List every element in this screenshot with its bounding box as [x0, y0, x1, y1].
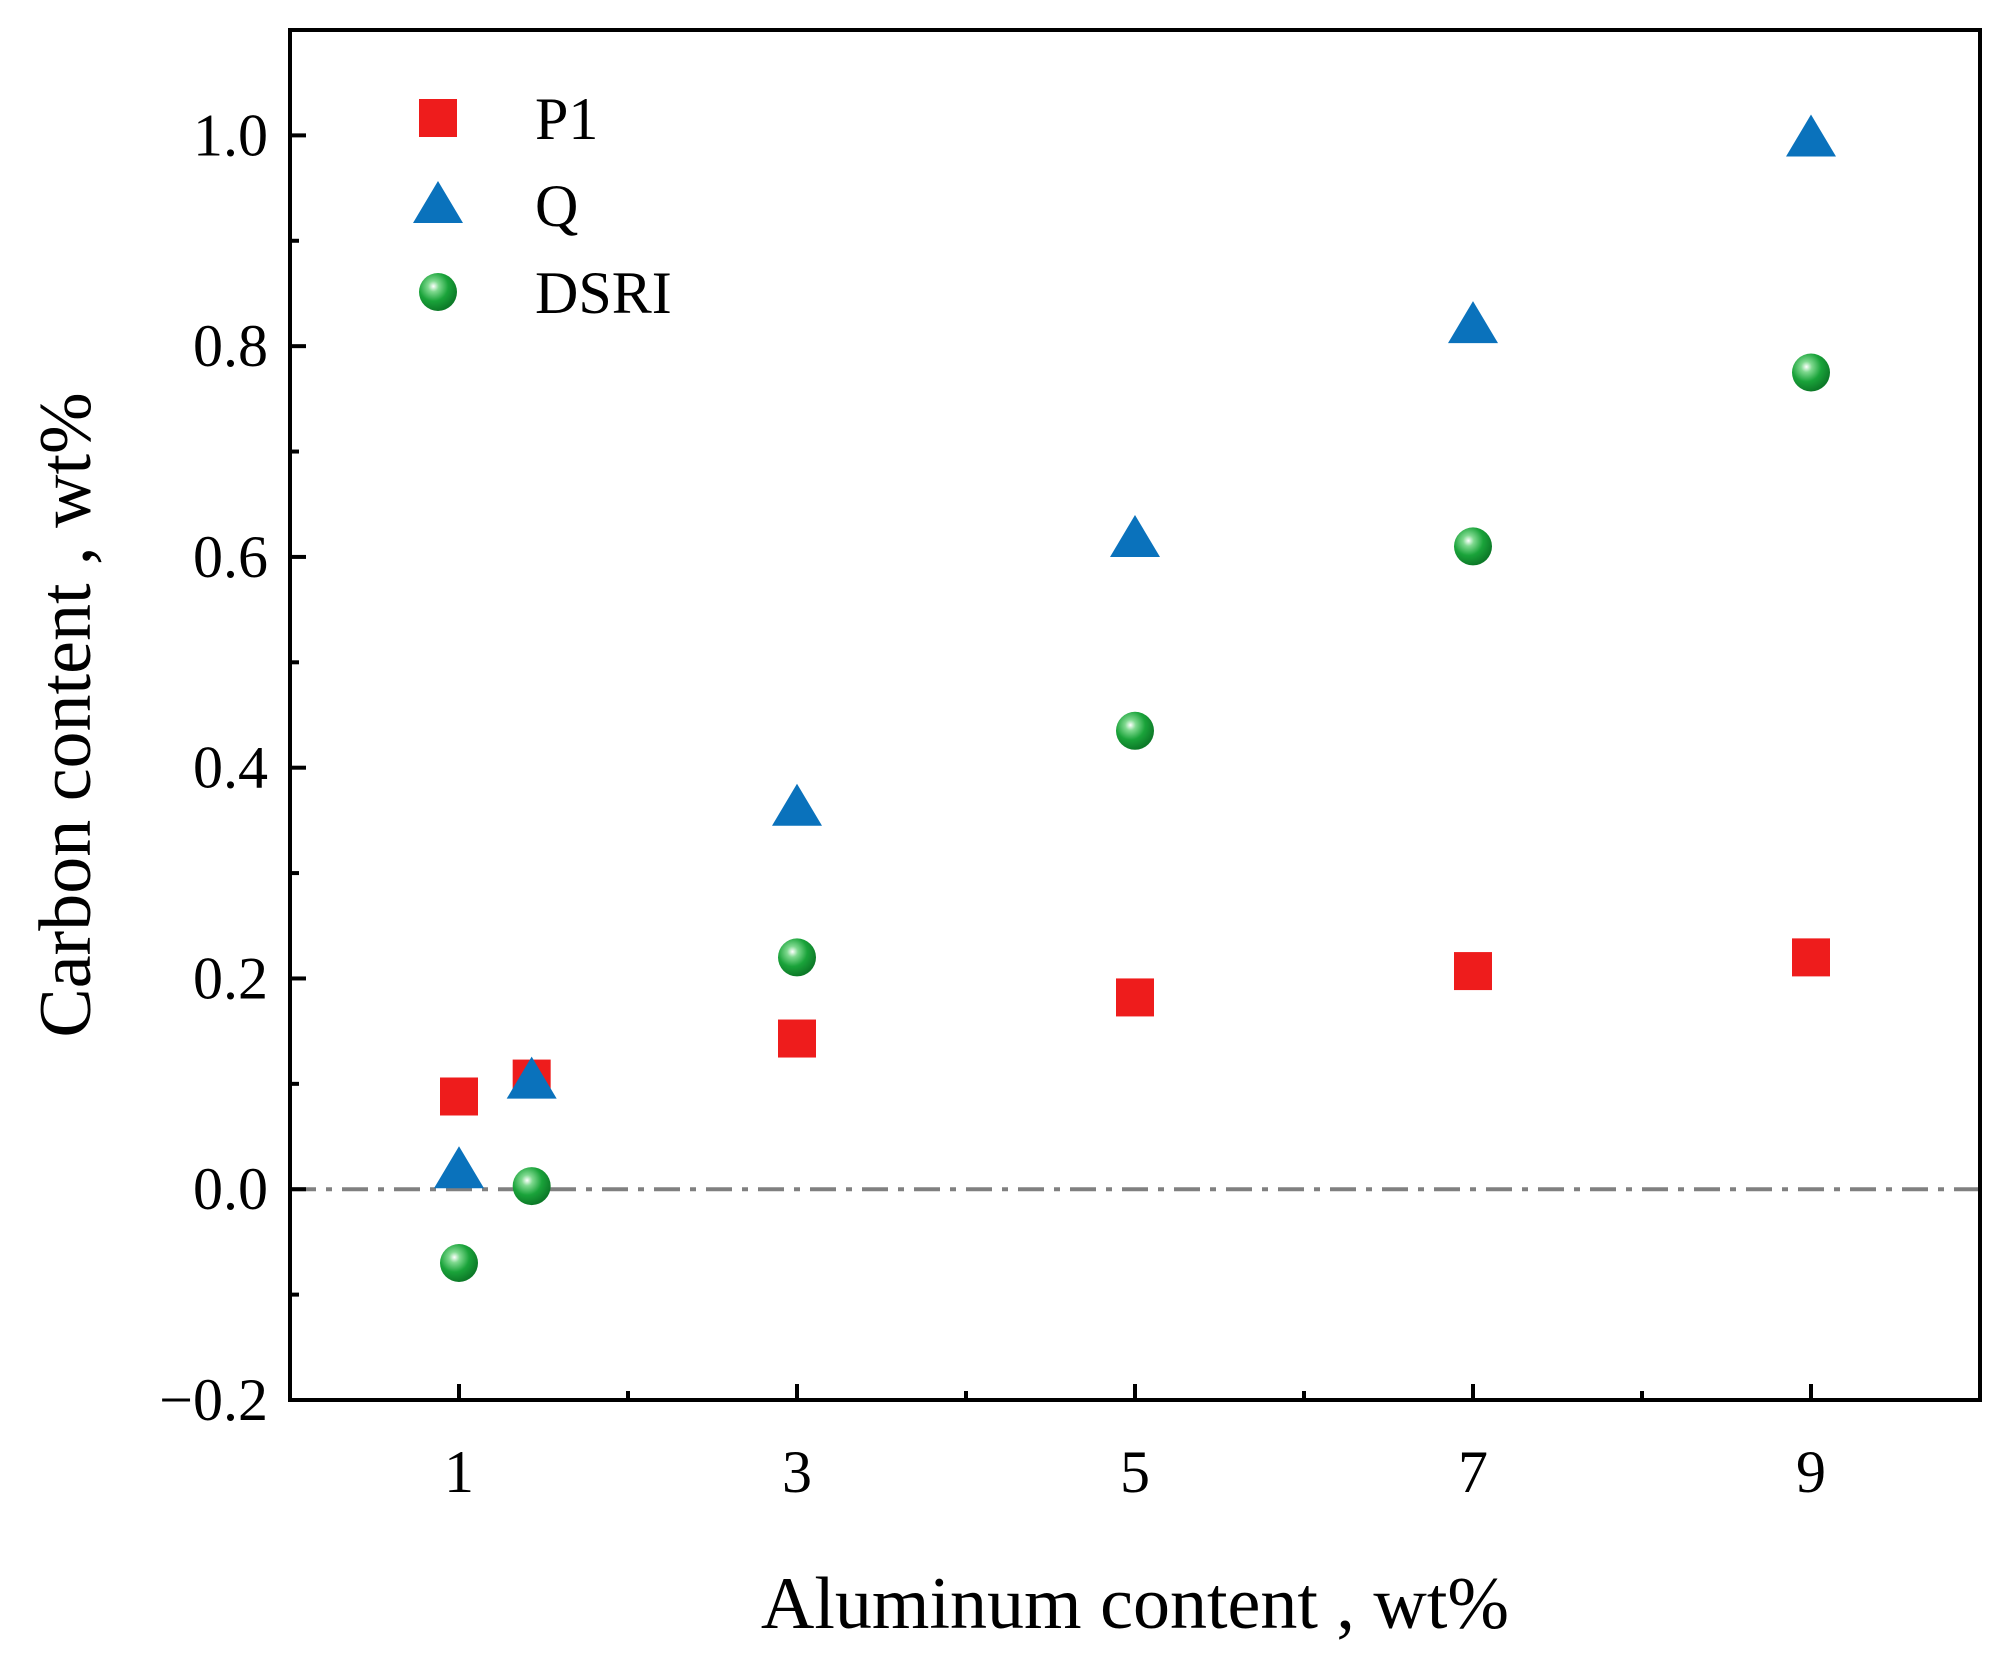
- x-axis-label: Aluminum content , wt%: [761, 1563, 1509, 1645]
- q-point: [1786, 114, 1836, 157]
- legend-dsri-label: DSRI: [535, 260, 672, 326]
- dsri-point: [512, 1167, 551, 1206]
- x-axis-ticks: 1 3 5 7 9: [444, 1384, 1826, 1505]
- x-tick-label: 1: [444, 1439, 474, 1505]
- x-tick-label: 9: [1796, 1439, 1826, 1505]
- y-tick-label: 0.2: [193, 945, 268, 1011]
- x-tick-label: 7: [1458, 1439, 1488, 1505]
- dsri-point: [1454, 527, 1492, 566]
- p1-point: [1792, 938, 1830, 977]
- q-point: [1110, 515, 1160, 558]
- p1-point: [440, 1077, 478, 1116]
- legend: P1 Q DSRI: [413, 86, 672, 326]
- legend-dsri-marker: [419, 273, 457, 311]
- dsri-point: [440, 1244, 478, 1282]
- y-tick-label: 0.6: [193, 524, 268, 590]
- legend-p1-label: P1: [535, 86, 598, 152]
- plot-frame: [288, 28, 1982, 1402]
- data-points: [434, 114, 1836, 1282]
- x-tick-label: 5: [1120, 1439, 1150, 1505]
- p1-point: [1454, 952, 1492, 991]
- y-axis-label: Carbon content , wt%: [25, 392, 107, 1037]
- legend-q-label: Q: [535, 173, 578, 239]
- y-tick-label: 0.0: [193, 1156, 268, 1222]
- q-point: [434, 1146, 484, 1189]
- y-tick-label: 0.4: [193, 735, 268, 801]
- dsri-point: [1792, 353, 1830, 392]
- y-tick-label: 1.0: [193, 102, 268, 168]
- p1-point: [1116, 978, 1154, 1017]
- y-axis-ticks: −0.2 0.0 0.2 0.4 0.6 0.8 1.0: [159, 102, 306, 1433]
- dsri-point: [778, 938, 816, 977]
- p1-point: [778, 1019, 816, 1058]
- q-point: [1448, 301, 1498, 344]
- legend-p1-marker: [419, 99, 457, 137]
- legend-q-marker: [413, 181, 463, 223]
- y-tick-label: −0.2: [159, 1367, 268, 1433]
- q-point: [506, 1056, 557, 1099]
- x-tick-label: 3: [782, 1439, 812, 1505]
- q-point: [772, 783, 822, 826]
- dsri-point: [1116, 711, 1154, 750]
- y-tick-label: 0.8: [193, 313, 268, 379]
